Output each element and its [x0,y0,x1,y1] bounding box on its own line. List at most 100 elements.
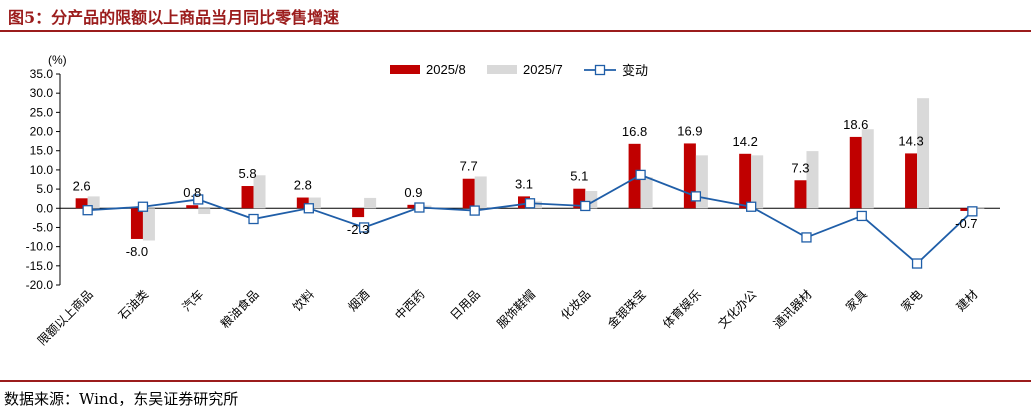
y-unit-label: (%) [48,53,67,67]
data-label: 5.8 [238,166,256,181]
change-point [690,191,702,202]
x-tick-label: 服饰鞋帽 [494,287,539,332]
bar-previous [419,205,432,209]
change-point [746,201,757,212]
bar-previous [198,208,211,215]
change-point [303,203,314,214]
bar-current [407,204,420,209]
change-point [801,232,812,243]
change-point [524,198,536,209]
bar-current [186,205,199,209]
y-tick-label: -15.0 [26,259,54,273]
bar-current [75,198,88,209]
data-label: 7.3 [791,160,809,175]
data-label: -0.7 [955,216,977,231]
change-point [248,213,259,225]
change-point [911,258,923,269]
title-rule [0,30,1031,32]
data-label: 16.8 [622,124,647,139]
change-point [856,210,867,222]
y-tick-label: 30.0 [30,86,54,100]
x-tick-label: 家具 [842,287,870,315]
x-tick-label: 饮料 [290,287,317,314]
x-tick-label: 日用品 [447,287,482,322]
bar-current [462,178,475,209]
bar-current [518,196,530,209]
x-tick-label: 文化办公 [715,287,760,332]
data-label: 2.6 [73,178,91,193]
change-point [137,201,149,212]
change-point [469,205,480,216]
y-tick-label: 15.0 [30,144,54,158]
chart: (%)35.0 30.0 25.0 20.0 15.0 10.0 5.0 0.0 -5.0 -10… [26,53,1000,349]
y-tick-label: -20.0 [26,278,54,292]
legend-swatch [487,65,517,74]
y-tick-label: -10.0 [26,240,54,254]
bar-previous [917,98,930,209]
source-note: 数据来源：Wind，东吴证券研究所 [4,390,239,408]
bar-previous [142,208,155,241]
bar-current [960,208,973,211]
legend-label: 变动 [622,63,648,78]
x-tick-label: 中西药 [391,287,427,323]
change-point [82,205,93,216]
bar-current [628,143,641,209]
data-label: -8.0 [126,244,148,259]
data-label: 16.9 [677,123,702,138]
change-point [193,194,204,205]
change-point [580,200,591,212]
legend-label: 2025/7 [523,62,563,77]
bar-previous [751,155,764,209]
data-label: 14.2 [733,134,758,149]
y-tick-label: 5.0 [36,182,53,196]
bar-current [905,153,918,209]
change-point [635,169,646,181]
bar-current [794,180,807,209]
x-tick-label: 粮油食品 [217,287,262,332]
bar-previous [530,201,542,209]
legend-label: 2025/8 [426,62,466,77]
bar-current [296,197,309,209]
bar-previous [253,175,266,209]
x-tick-label: 化妆品 [558,287,593,322]
figure-title: 图5：分产品的限额以上商品当月同比零售增速 [8,8,340,27]
legend-swatch [390,65,420,74]
x-tick-label: 石油类 [116,287,151,322]
data-label: 5.1 [570,169,588,184]
data-label: -2.3 [347,222,369,237]
bar-previous [806,151,819,209]
chart-labels: 2.6 -8.0 0.8 5.8 2.8 -2.3 0.9 7.7 3.1 5.1 16.8 16.9… [73,117,978,259]
chart-legend: 2025/8 2025/7 变动 [390,62,648,78]
x-tick-label: 体育娱乐 [659,287,704,332]
x-tick-label: 家电 [898,287,926,315]
y-tick-label: 10.0 [30,163,54,177]
bar-previous [640,177,653,209]
data-label: 3.1 [515,176,533,191]
x-tick-label: 通讯器材 [771,287,815,331]
bar-previous [474,176,487,209]
bar-previous [87,196,100,209]
data-label: 0.9 [404,185,422,200]
y-tick-label: 35.0 [30,67,54,81]
data-label: 0.8 [183,185,201,200]
x-tick-label: 金银珠宝 [604,287,649,332]
data-label: 2.8 [294,178,312,193]
y-tick-label: 0.0 [36,201,53,215]
bar-current [130,208,143,239]
x-tick-label: 限额以上商品 [34,287,96,349]
x-tick-label: 烟酒 [345,287,372,314]
chart-line [82,169,978,269]
bar-previous [972,207,985,209]
bar-previous [364,197,377,209]
x-tick-label: 建材 [954,287,981,314]
y-tick-label: 20.0 [30,125,54,139]
legend-marker [594,64,606,76]
y-tick-label: 25.0 [30,105,54,119]
bar-current [739,153,752,209]
bar-previous [308,197,321,209]
bar-previous [861,129,874,209]
data-label: 18.6 [843,117,868,132]
data-label: 14.3 [898,133,923,148]
x-tick-label: 汽车 [179,287,207,315]
bottom-rule [0,380,1031,382]
